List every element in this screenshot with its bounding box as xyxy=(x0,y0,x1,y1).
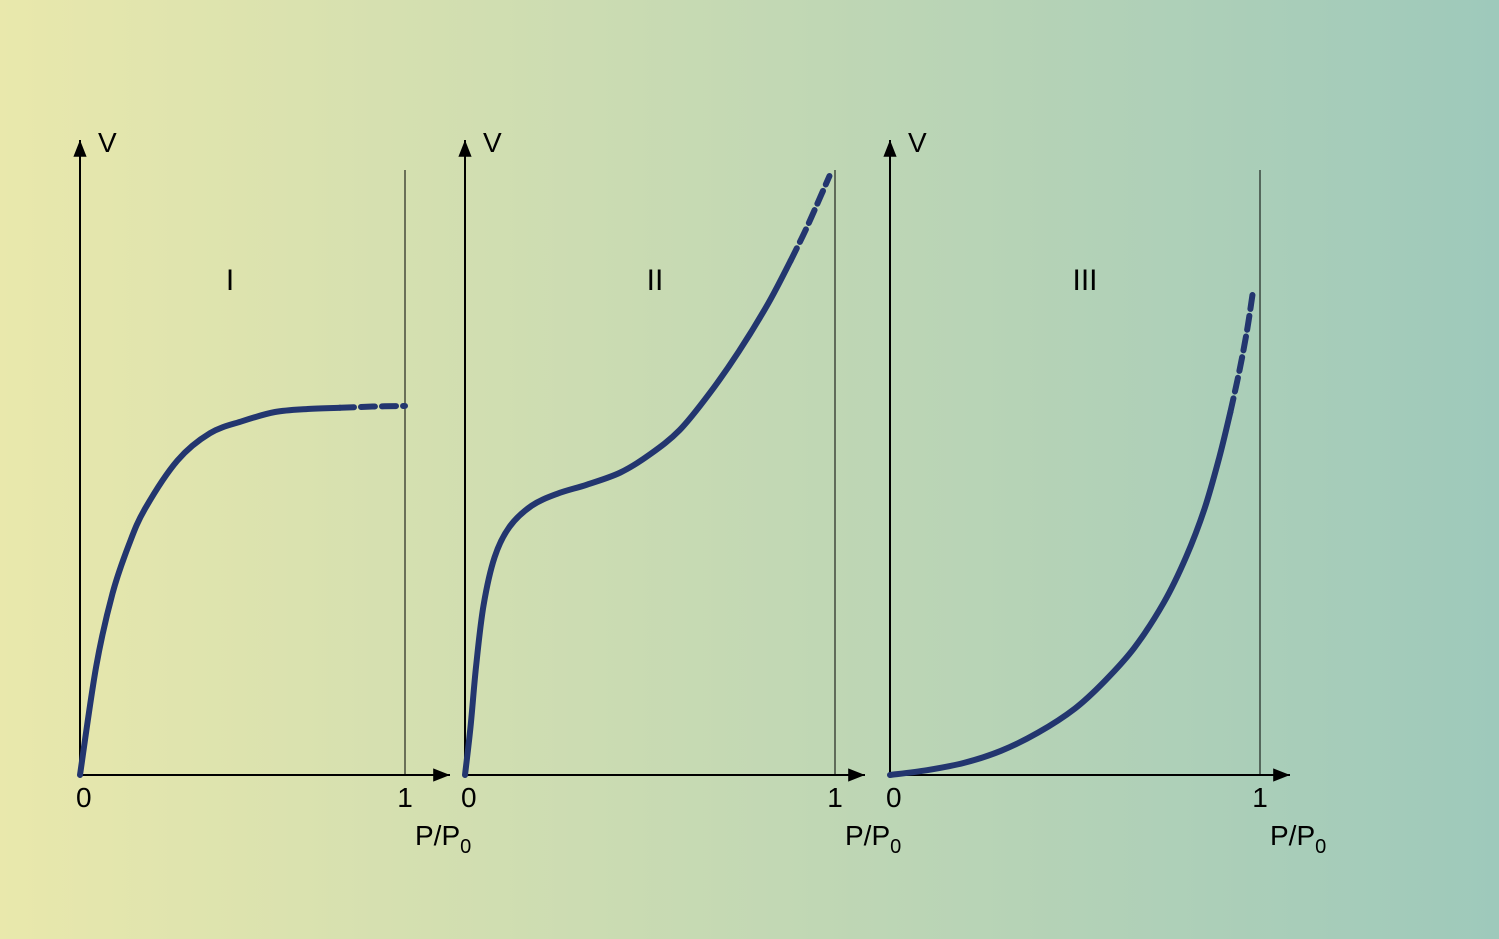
panel-label: III xyxy=(1072,264,1097,297)
panel-label: II xyxy=(647,264,664,297)
tick-one: 1 xyxy=(397,782,413,813)
isotherm-curve-dashed xyxy=(340,406,405,408)
isotherm-chart: V01P/P0IV01P/P0IIV01P/P0III xyxy=(0,0,1499,939)
tick-zero: 0 xyxy=(461,782,477,813)
y-axis-label: V xyxy=(908,127,927,158)
tick-zero: 0 xyxy=(886,782,902,813)
y-axis-label: V xyxy=(98,127,117,158)
tick-one: 1 xyxy=(1252,782,1268,813)
tick-one: 1 xyxy=(827,782,843,813)
y-axis-label: V xyxy=(483,127,502,158)
tick-zero: 0 xyxy=(76,782,92,813)
panel-label: I xyxy=(226,264,234,297)
